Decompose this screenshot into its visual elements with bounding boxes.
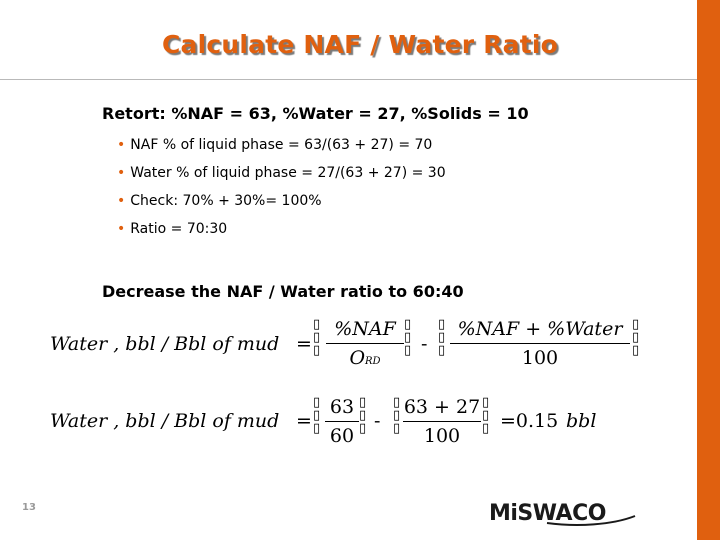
bracket-glyphs: ▯ ▯ ▯ — [313, 395, 321, 436]
decrease-heading: Decrease the NAF / Water ratio to 60:40 — [102, 282, 464, 301]
list-item: • Ratio = 70:30 — [117, 221, 228, 237]
bracket-glyphs: ▯ ▯ ▯ — [404, 317, 412, 358]
list-item: • Water % of liquid phase = 27/(63 + 27) … — [117, 165, 446, 181]
equation-2-lhs: Water , bbl / Bbl of mud — [50, 410, 280, 432]
bullet-icon: • — [117, 165, 126, 181]
equation-1-minus: - — [421, 333, 428, 355]
page-number: 13 — [22, 502, 36, 513]
bracket-glyphs: ▯ ▯ ▯ — [438, 317, 446, 358]
svg-text:MiSWACO: MiSWACO — [489, 501, 606, 526]
right-accent-bar — [697, 0, 720, 540]
equation-2-result: =0.15 — [500, 410, 559, 432]
title-divider — [0, 79, 697, 80]
bracket-glyphs: ▯ ▯ ▯ — [359, 395, 367, 436]
bracket-glyphs: ▯ ▯ ▯ — [482, 395, 490, 436]
equation-1-fraction-1: %NAF ORD — [326, 318, 404, 369]
equation-1-equals: = — [296, 333, 312, 355]
equation-1-lhs: Water , bbl / Bbl of mud — [50, 333, 280, 355]
equation-2-minus: - — [374, 410, 381, 432]
bullet-icon: • — [117, 193, 126, 209]
equation-2-fraction-2: 63 + 27 100 — [403, 396, 481, 447]
retort-heading: Retort: %NAF = 63, %Water = 27, %Solids … — [102, 104, 529, 123]
list-item: • Check: 70% + 30%= 100% — [117, 193, 322, 209]
equation-1-fraction-2: %NAF + %Water 100 — [450, 318, 630, 369]
bullet-list: • NAF % of liquid phase = 63/(63 + 27) = … — [117, 136, 446, 248]
bracket-glyphs: ▯ ▯ ▯ — [393, 395, 401, 436]
slide-title: Calculate NAF / Water Ratio — [161, 30, 559, 59]
equation-2-equals: = — [296, 410, 312, 432]
equation-2-unit: bbl — [566, 410, 597, 432]
bracket-glyphs: ▯ ▯ ▯ — [632, 317, 640, 358]
bracket-glyphs: ▯ ▯ ▯ — [313, 317, 321, 358]
equation-2-fraction-1: 63 60 — [325, 396, 359, 447]
bullet-icon: • — [117, 221, 126, 237]
list-item: • NAF % of liquid phase = 63/(63 + 27) = … — [117, 137, 433, 153]
bullet-icon: • — [117, 137, 126, 153]
miswaco-logo: MiSWACO — [489, 501, 636, 526]
